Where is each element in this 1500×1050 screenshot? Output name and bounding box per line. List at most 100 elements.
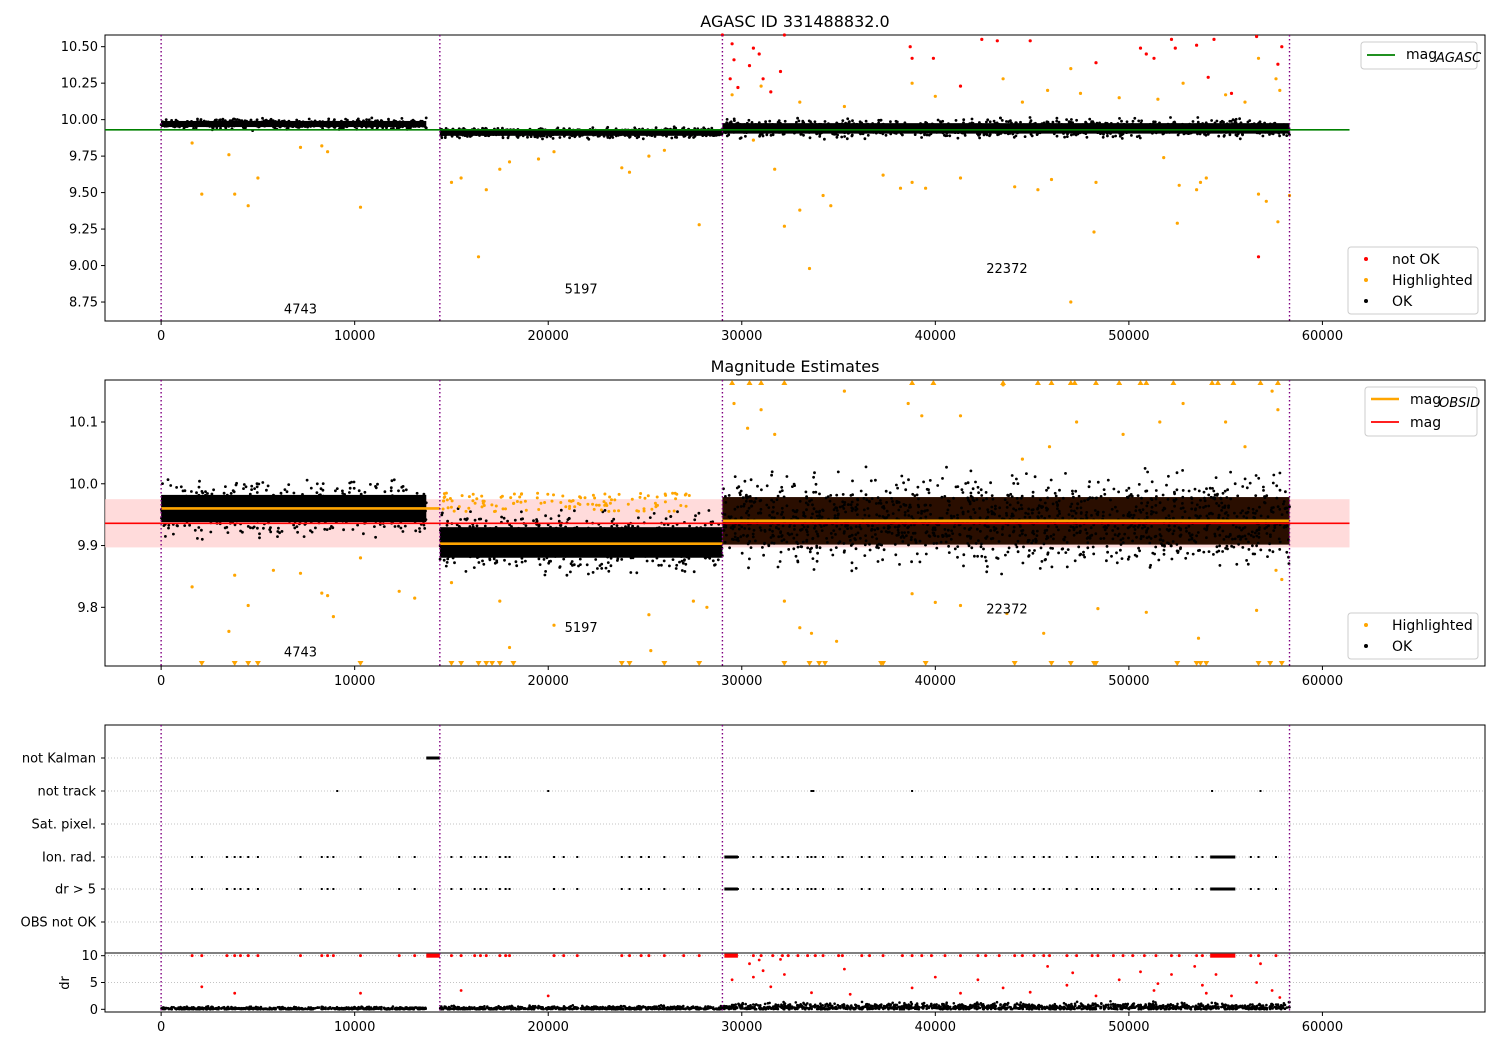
ok-point: [339, 122, 343, 125]
ok-point: [996, 133, 999, 137]
ok-point: [713, 563, 717, 566]
ok-point: [648, 131, 652, 134]
ok-point: [777, 119, 781, 122]
ok-point: [554, 547, 558, 551]
ok-point: [1268, 133, 1271, 136]
ok-point: [877, 501, 881, 505]
ok-point: [185, 499, 189, 503]
ok-point: [1040, 122, 1044, 125]
ok-point: [835, 135, 839, 139]
ok-point: [200, 537, 204, 541]
not-ok-point: [1138, 46, 1143, 50]
ok-point: [683, 558, 686, 561]
ok-point: [518, 133, 522, 137]
ok-point: [616, 527, 620, 531]
highlighted-point: [320, 144, 324, 148]
ok-point: [765, 133, 769, 137]
ok-point: [241, 496, 245, 500]
ok-point: [600, 554, 604, 558]
ok-point: [670, 551, 674, 555]
ok-point: [266, 484, 270, 488]
ok-point: [295, 517, 299, 521]
ok-point: [357, 489, 361, 493]
ok-point: [1201, 122, 1204, 125]
ok-point: [515, 545, 518, 548]
ok-point: [1120, 557, 1124, 560]
not-ok-point: [1206, 75, 1210, 79]
y-tick-label: 10.25: [61, 77, 98, 92]
ok-point: [674, 552, 677, 555]
ok-point: [794, 554, 798, 558]
ok-point: [578, 557, 582, 561]
ok-point: [826, 495, 830, 498]
ok-point: [198, 123, 202, 127]
ok-point: [194, 126, 198, 130]
ok-point: [1111, 135, 1115, 139]
ok-point: [551, 528, 555, 531]
ok-point: [485, 134, 488, 137]
ok-point: [1016, 539, 1020, 543]
ok-point: [357, 518, 361, 522]
highlighted-point: [759, 84, 763, 88]
ok-point: [342, 502, 346, 506]
ok-point: [528, 535, 532, 538]
ok-point: [1136, 494, 1140, 497]
ok-point: [444, 528, 447, 532]
ok-point: [413, 125, 417, 128]
ok-point: [1050, 123, 1054, 127]
ok-point: [417, 125, 421, 128]
ok-point: [945, 465, 948, 469]
ok-point: [1242, 515, 1246, 518]
ok-point: [725, 121, 729, 125]
ok-point: [456, 131, 459, 134]
ok-point: [1212, 489, 1216, 493]
ok-point: [320, 504, 324, 508]
ok-point: [549, 517, 553, 520]
ok-point: [546, 548, 549, 552]
ok-point: [1072, 533, 1076, 537]
ok-point: [1166, 126, 1170, 129]
ok-point: [560, 532, 563, 536]
ok-point: [1261, 125, 1265, 128]
ok-point: [606, 561, 610, 564]
ok-point: [558, 132, 562, 136]
ok-point: [592, 133, 595, 137]
ok-point: [1085, 122, 1089, 125]
ok-point: [300, 503, 303, 506]
ok-point: [600, 549, 604, 553]
ok-point: [1015, 477, 1018, 481]
ok-point: [782, 132, 786, 136]
ok-point: [351, 509, 355, 513]
ok-point: [505, 130, 508, 134]
ok-point: [736, 505, 740, 509]
ok-point: [1242, 124, 1246, 128]
ok-point: [289, 495, 292, 499]
ok-point: [761, 546, 764, 549]
ok-point: [1114, 134, 1117, 138]
ok-point: [1137, 546, 1140, 550]
ok-point: [684, 562, 688, 566]
ok-point: [703, 556, 707, 559]
ok-point: [953, 525, 956, 529]
ok-point: [882, 548, 886, 552]
ok-point: [729, 125, 733, 129]
ok-point: [272, 515, 275, 519]
ok-point: [161, 120, 164, 123]
ok-point: [1043, 516, 1047, 520]
ok-point: [952, 515, 956, 518]
ok-point: [699, 526, 703, 530]
ok-point: [1249, 534, 1253, 537]
ok-point: [164, 499, 168, 502]
ok-point: [367, 118, 371, 122]
ok-point: [192, 126, 196, 130]
highlighted-point: [782, 224, 787, 228]
ok-point: [409, 516, 413, 520]
ok-point: [637, 534, 640, 537]
ok-point: [235, 519, 239, 523]
ok-point: [727, 133, 731, 137]
ok-point: [532, 532, 536, 536]
ok-point: [1133, 123, 1137, 127]
highlighted-point: [751, 138, 756, 142]
ok-point: [574, 134, 577, 138]
ok-point: [376, 122, 380, 125]
